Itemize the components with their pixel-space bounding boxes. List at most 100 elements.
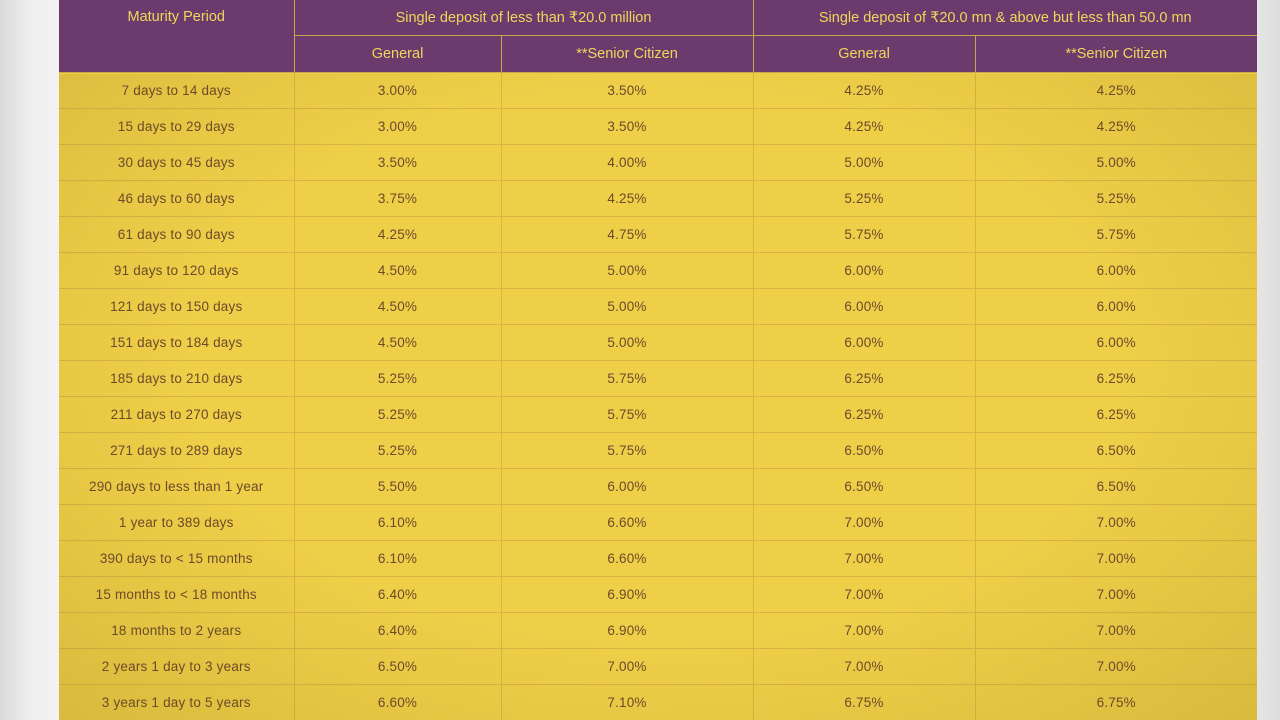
- maturity-period-cell: 46 days to 60 days: [59, 180, 295, 217]
- group-2-senior-cell: 5.75%: [975, 216, 1257, 253]
- table-row: 121 days to 150 days 4.50% 5.00% 6.00% 6.00%: [59, 288, 1257, 325]
- group-2-senior-cell: 4.25%: [975, 108, 1257, 145]
- table-row: 3 years 1 day to 5 years 6.60% 7.10% 6.75% 6…: [59, 684, 1257, 720]
- group-1-general-cell: 3.50%: [294, 144, 502, 181]
- group-1-general-cell: 6.10%: [294, 504, 502, 541]
- table-row: 185 days to 210 days 5.25% 5.75% 6.25% 6.25%: [59, 360, 1257, 397]
- maturity-period-cell: 15 months to < 18 months: [59, 576, 295, 613]
- group-1-general-cell: 6.40%: [294, 612, 502, 649]
- group-2-general-cell: 5.25%: [753, 180, 976, 217]
- group-2-senior-cell: 7.00%: [975, 504, 1257, 541]
- group-2-header: Single deposit of ₹20.0 mn & above but l…: [753, 0, 1257, 36]
- group-1-senior-cell: 7.10%: [501, 684, 754, 720]
- table-row: 61 days to 90 days 4.25% 4.75% 5.75% 5.75%: [59, 216, 1257, 253]
- group-2-general-cell: 6.00%: [753, 288, 976, 325]
- group-2-general-cell: 4.25%: [753, 72, 976, 109]
- group-1-senior-cell: 6.90%: [501, 576, 754, 613]
- table-row: 7 days to 14 days 3.00% 3.50% 4.25% 4.25%: [59, 72, 1257, 109]
- table-row: 271 days to 289 days 5.25% 5.75% 6.50% 6.50%: [59, 432, 1257, 469]
- group-1-general-cell: 3.00%: [294, 108, 502, 145]
- group-2-general-cell: 6.75%: [753, 684, 976, 720]
- group-2-general-cell: 6.50%: [753, 468, 976, 505]
- group-1-general-header: General: [294, 35, 502, 73]
- interest-rate-table: Maturity Period Single deposit of less t…: [59, 0, 1257, 720]
- group-1-general-cell: 5.25%: [294, 360, 502, 397]
- group-1-general-cell: 5.25%: [294, 396, 502, 433]
- group-2-general-cell: 7.00%: [753, 612, 976, 649]
- table-row: 211 days to 270 days 5.25% 5.75% 6.25% 6.25%: [59, 396, 1257, 433]
- group-1-general-cell: 3.00%: [294, 72, 502, 109]
- group-1-general-cell: 5.25%: [294, 432, 502, 469]
- group-2-general-cell: 6.50%: [753, 432, 976, 469]
- header-row-groups: Maturity Period Single deposit of less t…: [59, 0, 1257, 73]
- group-1-senior-cell: 6.60%: [501, 540, 754, 577]
- group-2-general-cell: 4.25%: [753, 108, 976, 145]
- group-2-senior-cell: 6.25%: [975, 396, 1257, 433]
- group-1-senior-cell: 4.00%: [501, 144, 754, 181]
- group-1-senior-cell: 6.90%: [501, 612, 754, 649]
- group-2-senior-header: **Senior Citizen: [975, 35, 1257, 73]
- group-2-senior-cell: 6.25%: [975, 360, 1257, 397]
- group-1-senior-header: **Senior Citizen: [501, 35, 754, 73]
- group-2-senior-cell: 5.00%: [975, 144, 1257, 181]
- table-row: 91 days to 120 days 4.50% 5.00% 6.00% 6.00%: [59, 252, 1257, 289]
- group-2-senior-cell: 4.25%: [975, 72, 1257, 109]
- group-2-general-cell: 7.00%: [753, 648, 976, 685]
- maturity-period-cell: 151 days to 184 days: [59, 324, 295, 361]
- maturity-period-cell: 61 days to 90 days: [59, 216, 295, 253]
- table-row: 18 months to 2 years 6.40% 6.90% 7.00% 7.00%: [59, 612, 1257, 649]
- group-2-general-cell: 6.00%: [753, 252, 976, 289]
- table-row: 2 years 1 day to 3 years 6.50% 7.00% 7.00% 7…: [59, 648, 1257, 685]
- group-2-senior-cell: 6.50%: [975, 468, 1257, 505]
- group-2-general-cell: 7.00%: [753, 540, 976, 577]
- group-2-senior-cell: 7.00%: [975, 612, 1257, 649]
- header-row-subgroups: General **Senior Citizen General **Senio…: [59, 35, 1257, 73]
- group-1-senior-cell: 3.50%: [501, 72, 754, 109]
- maturity-period-cell: 185 days to 210 days: [59, 360, 295, 397]
- group-1-senior-cell: 7.00%: [501, 648, 754, 685]
- group-2-general-cell: 5.00%: [753, 144, 976, 181]
- group-2-senior-cell: 5.25%: [975, 180, 1257, 217]
- table-row: 15 days to 29 days 3.00% 3.50% 4.25% 4.25%: [59, 108, 1257, 145]
- maturity-period-cell: 30 days to 45 days: [59, 144, 295, 181]
- group-2-general-cell: 6.25%: [753, 360, 976, 397]
- maturity-period-cell: 211 days to 270 days: [59, 396, 295, 433]
- group-1-senior-cell: 4.25%: [501, 180, 754, 217]
- maturity-period-cell: 271 days to 289 days: [59, 432, 295, 469]
- group-2-general-header: General: [753, 35, 976, 73]
- maturity-period-cell: 2 years 1 day to 3 years: [59, 648, 295, 685]
- group-1-general-cell: 6.50%: [294, 648, 502, 685]
- interest-rate-table-container: Maturity Period Single deposit of less t…: [59, 0, 1257, 720]
- maturity-period-cell: 7 days to 14 days: [59, 72, 295, 109]
- maturity-period-cell: 3 years 1 day to 5 years: [59, 684, 295, 720]
- group-1-general-cell: 4.50%: [294, 324, 502, 361]
- group-1-senior-cell: 6.60%: [501, 504, 754, 541]
- group-2-senior-cell: 6.00%: [975, 288, 1257, 325]
- maturity-period-cell: 1 year to 389 days: [59, 504, 295, 541]
- group-2-senior-cell: 7.00%: [975, 648, 1257, 685]
- maturity-period-cell: 18 months to 2 years: [59, 612, 295, 649]
- group-1-senior-cell: 6.00%: [501, 468, 754, 505]
- table-body: 7 days to 14 days 3.00% 3.50% 4.25% 4.25% 15 …: [59, 72, 1257, 720]
- group-1-general-cell: 3.75%: [294, 180, 502, 217]
- maturity-period-cell: 121 days to 150 days: [59, 288, 295, 325]
- group-1-senior-cell: 5.00%: [501, 288, 754, 325]
- group-2-general-cell: 6.25%: [753, 396, 976, 433]
- group-1-senior-cell: 3.50%: [501, 108, 754, 145]
- table-header: Maturity Period Single deposit of less t…: [59, 0, 1257, 73]
- group-1-senior-cell: 5.00%: [501, 252, 754, 289]
- group-2-general-cell: 6.00%: [753, 324, 976, 361]
- maturity-period-cell: 390 days to < 15 months: [59, 540, 295, 577]
- group-1-general-cell: 5.50%: [294, 468, 502, 505]
- group-1-senior-cell: 5.00%: [501, 324, 754, 361]
- group-2-senior-cell: 6.00%: [975, 324, 1257, 361]
- maturity-period-header: Maturity Period: [59, 0, 295, 73]
- maturity-period-cell: 91 days to 120 days: [59, 252, 295, 289]
- group-1-general-cell: 4.25%: [294, 216, 502, 253]
- group-1-senior-cell: 5.75%: [501, 432, 754, 469]
- table-row: 15 months to < 18 months 6.40% 6.90% 7.00% 7…: [59, 576, 1257, 613]
- group-2-general-cell: 7.00%: [753, 504, 976, 541]
- group-1-general-cell: 6.60%: [294, 684, 502, 720]
- group-1-senior-cell: 5.75%: [501, 360, 754, 397]
